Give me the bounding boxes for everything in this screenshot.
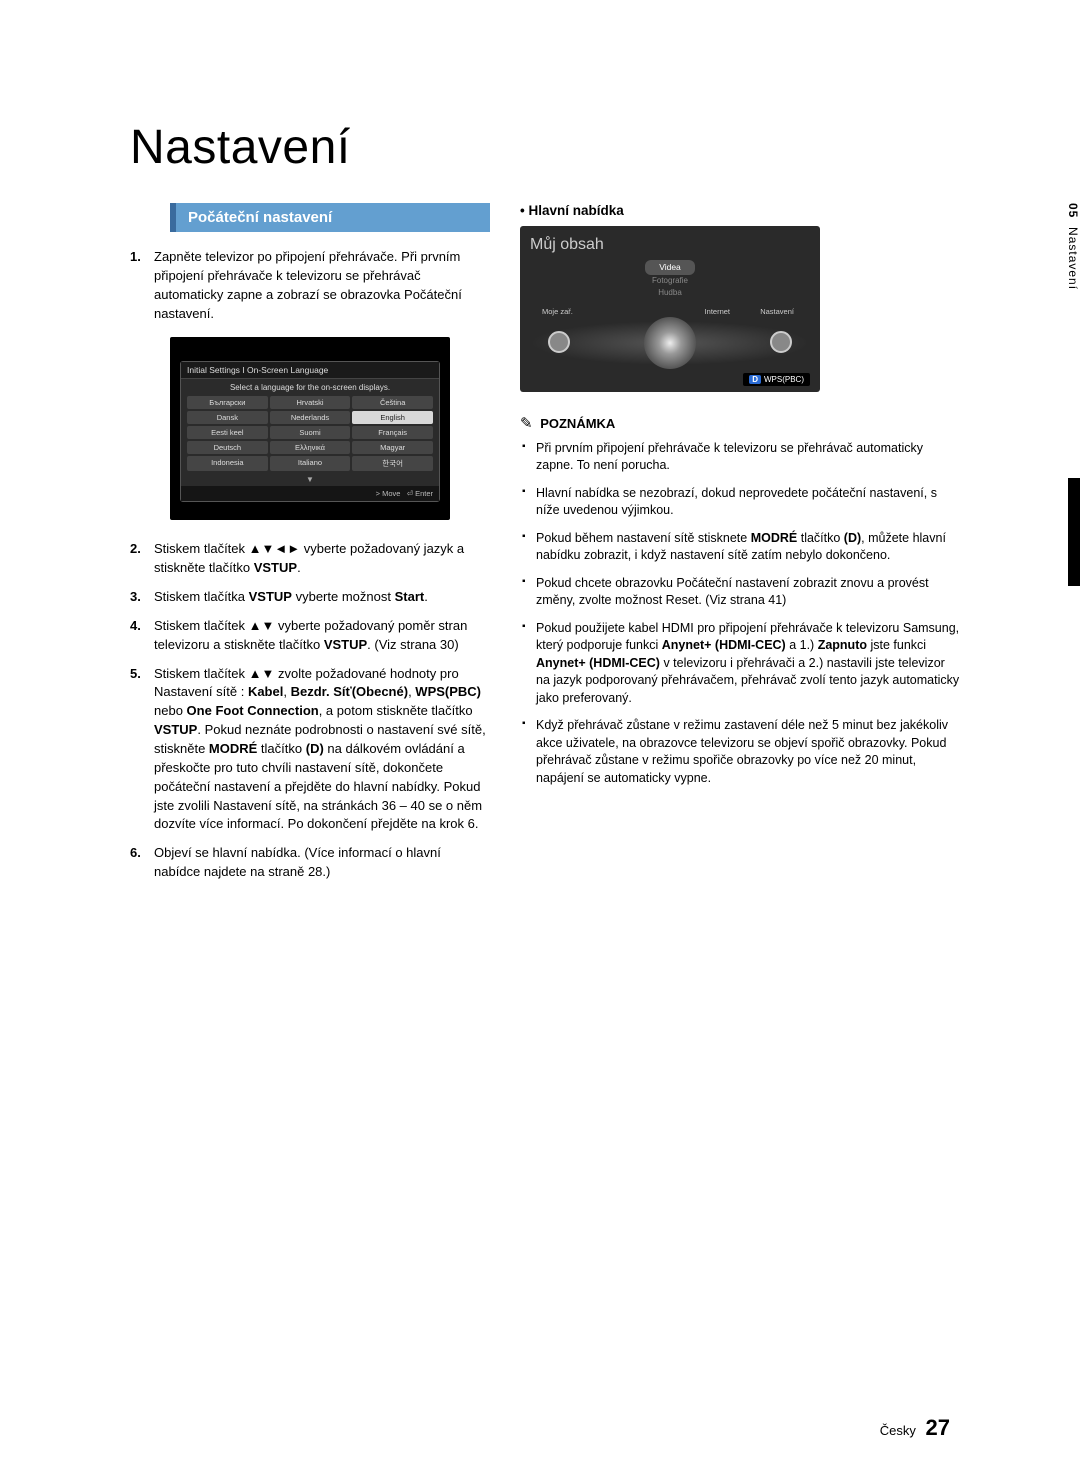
d-key-icon: D xyxy=(749,375,761,384)
side-chapter-tab: 05 Nastavení xyxy=(1066,203,1080,290)
note-item: Při prvním připojení přehrávače k televi… xyxy=(520,440,960,475)
note-label: POZNÁMKA xyxy=(540,416,615,431)
step: 4.Stiskem tlačítek ▲▼ vyberte požadovaný… xyxy=(130,617,490,655)
step-text: Zapněte televizor po připojení přehrávač… xyxy=(154,248,490,323)
step-number: 4. xyxy=(130,617,154,655)
language-option: Indonesia xyxy=(187,456,268,471)
menu-item-selected: Videa xyxy=(645,260,695,275)
step-text: Stiskem tlačítka VSTUP vyberte možnost S… xyxy=(154,588,490,607)
note-item: Pokud použijete kabel HDMI pro připojení… xyxy=(520,620,960,708)
enter-hint: ⏎ Enter xyxy=(407,489,433,498)
step-text: Stiskem tlačítek ▲▼◄► vyberte požadovaný… xyxy=(154,540,490,578)
right-column: 05 Nastavení • Hlavní nabídka Můj obsah … xyxy=(520,203,960,892)
page-title: Nastavení xyxy=(130,120,960,175)
language-option: Hrvatski xyxy=(270,396,351,409)
step-number: 5. xyxy=(130,665,154,835)
section-header: Počáteční nastavení xyxy=(170,203,490,232)
dock-icon-left xyxy=(548,331,570,353)
dock-icon-right xyxy=(770,331,792,353)
menu-dock xyxy=(530,321,810,365)
language-option: Français xyxy=(352,426,433,439)
note-item: Když přehrávač zůstane v režimu zastaven… xyxy=(520,717,960,787)
language-option: Ελληνικά xyxy=(270,441,351,454)
language-option: Čeština xyxy=(352,396,433,409)
dialog-title: Initial Settings I On-Screen Language xyxy=(181,362,439,379)
scroll-down-icon: ▼ xyxy=(181,475,439,486)
dock-disc-icon xyxy=(644,317,696,369)
dialog-subtitle: Select a language for the on-screen disp… xyxy=(181,379,439,396)
step-1: 1. Zapněte televizor po připojení přehrá… xyxy=(130,248,490,323)
step-number: 2. xyxy=(130,540,154,578)
note-item: Pokud chcete obrazovku Počáteční nastave… xyxy=(520,575,960,610)
language-option: Nederlands xyxy=(270,411,351,424)
footer-page-number: 27 xyxy=(926,1415,950,1440)
page-footer: Česky 27 xyxy=(880,1415,950,1441)
notes-list: Při prvním připojení přehrávače k televi… xyxy=(520,440,960,788)
menu-label-left: Moje zař. xyxy=(542,307,573,316)
language-grid: БългарскиHrvatskiČeština DanskNederlandsE… xyxy=(181,396,439,475)
language-option: English xyxy=(352,411,433,424)
step-text: Stiskem tlačítek ▲▼ zvolte požadované ho… xyxy=(154,665,490,835)
dialog: Initial Settings I On-Screen Language Se… xyxy=(180,361,440,502)
left-column: Počáteční nastavení 1. Zapněte televizor… xyxy=(130,203,490,892)
step: 3.Stiskem tlačítka VSTUP vyberte možnost… xyxy=(130,588,490,607)
language-option: Eesti keel xyxy=(187,426,268,439)
steps-list: 1. Zapněte televizor po připojení přehrá… xyxy=(130,248,490,323)
step-number: 3. xyxy=(130,588,154,607)
menu-label-right: Nastavení xyxy=(760,307,794,316)
menu-label-mid: Internet xyxy=(705,307,730,316)
step: 2.Stiskem tlačítek ▲▼◄► vyberte požadova… xyxy=(130,540,490,578)
main-menu-heading: • Hlavní nabídka xyxy=(520,203,960,218)
step-number: 1. xyxy=(130,248,154,323)
menu-center-list: Videa Fotografie Hudba xyxy=(530,260,810,299)
language-option: Italiano xyxy=(270,456,351,471)
note-heading: ✎ POZNÁMKA xyxy=(520,414,960,432)
language-dialog-screenshot: Initial Settings I On-Screen Language Se… xyxy=(170,337,450,520)
step: 5.Stiskem tlačítek ▲▼ zvolte požadované … xyxy=(130,665,490,835)
footer-lang: Česky xyxy=(880,1423,916,1438)
language-option: 한국어 xyxy=(352,456,433,471)
step-text: Stiskem tlačítek ▲▼ vyberte požadovaný p… xyxy=(154,617,490,655)
menu-item: Hudba xyxy=(658,288,682,297)
language-option: Suomi xyxy=(270,426,351,439)
language-option: Dansk xyxy=(187,411,268,424)
dialog-footer: > Move ⏎ Enter xyxy=(181,486,439,501)
menu-title: Můj obsah xyxy=(530,236,810,254)
steps-list-continued: 2.Stiskem tlačítek ▲▼◄► vyberte požadova… xyxy=(130,540,490,882)
side-tab-label: Nastavení xyxy=(1066,227,1080,290)
language-option: Български xyxy=(187,396,268,409)
wps-label: WPS(PBC) xyxy=(764,375,804,384)
language-option: Magyar xyxy=(352,441,433,454)
language-option: Deutsch xyxy=(187,441,268,454)
note-item: Pokud během nastavení sítě stisknete MOD… xyxy=(520,530,960,565)
move-hint: > Move xyxy=(376,489,401,498)
note-item: Hlavní nabídka se nezobrazí, dokud nepro… xyxy=(520,485,960,520)
step-text: Objeví se hlavní nabídka. (Více informac… xyxy=(154,844,490,882)
main-menu-screenshot: Můj obsah Videa Fotografie Hudba Moje za… xyxy=(520,226,820,392)
menu-item: Fotografie xyxy=(652,276,688,285)
wps-badge: DWPS(PBC) xyxy=(743,373,810,386)
side-tab-number: 05 xyxy=(1066,203,1080,218)
step: 6.Objeví se hlavní nabídka. (Více inform… xyxy=(130,844,490,882)
page: Nastavení Počáteční nastavení 1. Zapněte… xyxy=(0,0,1080,932)
step-number: 6. xyxy=(130,844,154,882)
note-icon: ✎ xyxy=(520,415,533,432)
